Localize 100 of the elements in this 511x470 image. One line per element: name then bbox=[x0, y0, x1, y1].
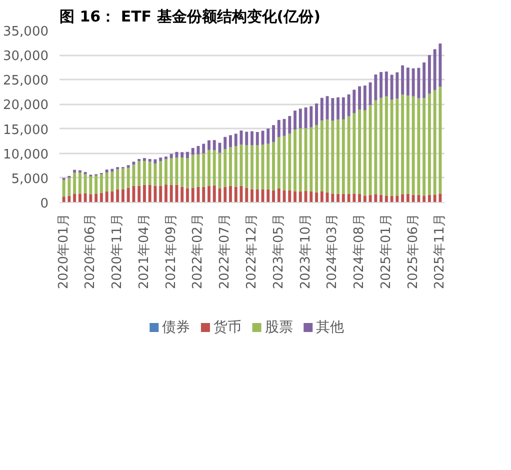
bar bbox=[347, 116, 350, 194]
bar bbox=[352, 113, 356, 194]
bar bbox=[116, 189, 120, 202]
bar bbox=[84, 174, 87, 194]
bar bbox=[94, 194, 98, 202]
bar bbox=[62, 196, 66, 202]
x-tick-label: 2025年06月 bbox=[406, 213, 421, 290]
legend-label: 股票 bbox=[264, 320, 293, 336]
bar bbox=[288, 134, 292, 190]
bar bbox=[186, 188, 189, 202]
bar bbox=[191, 154, 194, 188]
x-tick-label: 2020年11月 bbox=[110, 213, 126, 290]
bar bbox=[138, 161, 141, 186]
bar bbox=[320, 98, 324, 120]
bar bbox=[105, 170, 108, 173]
bar bbox=[390, 100, 394, 196]
bar bbox=[315, 192, 318, 202]
bar bbox=[412, 96, 415, 195]
bar bbox=[315, 103, 318, 126]
bar bbox=[272, 125, 275, 142]
bar bbox=[422, 196, 426, 202]
bar bbox=[368, 105, 372, 195]
bar bbox=[170, 184, 173, 202]
bar bbox=[396, 196, 399, 202]
bar bbox=[422, 98, 426, 196]
x-tick-label: 2022年12月 bbox=[244, 213, 260, 290]
bar bbox=[68, 196, 71, 202]
y-tick-label: 5,000 bbox=[11, 172, 48, 187]
bar bbox=[148, 162, 152, 185]
bar bbox=[100, 174, 103, 193]
bar bbox=[245, 188, 248, 202]
bar bbox=[342, 119, 345, 194]
bar bbox=[84, 193, 87, 202]
bar bbox=[266, 128, 270, 144]
bar bbox=[294, 110, 296, 130]
bar bbox=[191, 148, 194, 155]
x-tick-label: 2025年11月 bbox=[432, 213, 448, 290]
bar bbox=[277, 188, 280, 202]
y-tick-label: 35,000 bbox=[3, 24, 49, 40]
x-tick-label: 2020年01月 bbox=[56, 213, 72, 290]
bar bbox=[326, 119, 329, 192]
bar bbox=[417, 98, 420, 195]
bar bbox=[433, 90, 436, 195]
bar bbox=[180, 186, 184, 202]
legend-label: 其他 bbox=[316, 320, 344, 336]
bar bbox=[272, 190, 275, 202]
bar bbox=[347, 194, 350, 202]
bar bbox=[374, 100, 378, 194]
bar bbox=[438, 194, 442, 202]
bar bbox=[138, 186, 141, 202]
bar bbox=[121, 168, 124, 190]
bar bbox=[336, 97, 340, 120]
bar bbox=[433, 194, 436, 202]
bar bbox=[380, 194, 383, 202]
bar bbox=[363, 86, 366, 110]
bar bbox=[310, 191, 313, 202]
bar bbox=[352, 90, 356, 114]
bar bbox=[298, 108, 302, 128]
bar bbox=[208, 186, 210, 202]
y-tick-label: 30,000 bbox=[3, 49, 49, 64]
bar bbox=[396, 98, 399, 196]
x-tick-label: 2022年02月 bbox=[190, 213, 206, 290]
bar bbox=[358, 86, 362, 110]
bar bbox=[73, 170, 76, 173]
bar bbox=[224, 149, 227, 187]
bar bbox=[110, 168, 114, 172]
bar bbox=[100, 192, 103, 202]
bar bbox=[417, 194, 420, 202]
bar bbox=[154, 164, 157, 186]
bar bbox=[428, 55, 431, 94]
x-tick-label: 2024年03月 bbox=[325, 213, 340, 290]
bar bbox=[412, 68, 415, 96]
bar bbox=[94, 175, 98, 194]
bar bbox=[363, 110, 366, 196]
bar bbox=[368, 82, 372, 106]
bar bbox=[159, 161, 162, 186]
bar bbox=[175, 158, 178, 185]
bar bbox=[212, 150, 216, 186]
bar bbox=[331, 120, 334, 194]
bar bbox=[352, 194, 356, 202]
bar bbox=[390, 74, 394, 100]
bar bbox=[310, 106, 313, 128]
bar bbox=[331, 98, 334, 121]
bar bbox=[126, 188, 130, 202]
bar bbox=[234, 186, 238, 202]
chart-title: 图 16： ETF 基金份额结构变化(亿份) bbox=[60, 8, 320, 26]
bar bbox=[315, 125, 318, 192]
bar bbox=[358, 110, 362, 194]
bar bbox=[336, 119, 340, 194]
bar bbox=[390, 196, 394, 202]
bar bbox=[105, 172, 108, 192]
bar bbox=[331, 194, 334, 202]
bar bbox=[202, 144, 206, 154]
x-tick-label: 2021年04月 bbox=[136, 213, 152, 290]
x-tick-label: 2024年08月 bbox=[352, 213, 368, 290]
bar bbox=[363, 196, 366, 202]
bar bbox=[170, 154, 173, 158]
bar bbox=[78, 172, 82, 194]
bar bbox=[422, 62, 426, 98]
bar bbox=[406, 96, 410, 194]
